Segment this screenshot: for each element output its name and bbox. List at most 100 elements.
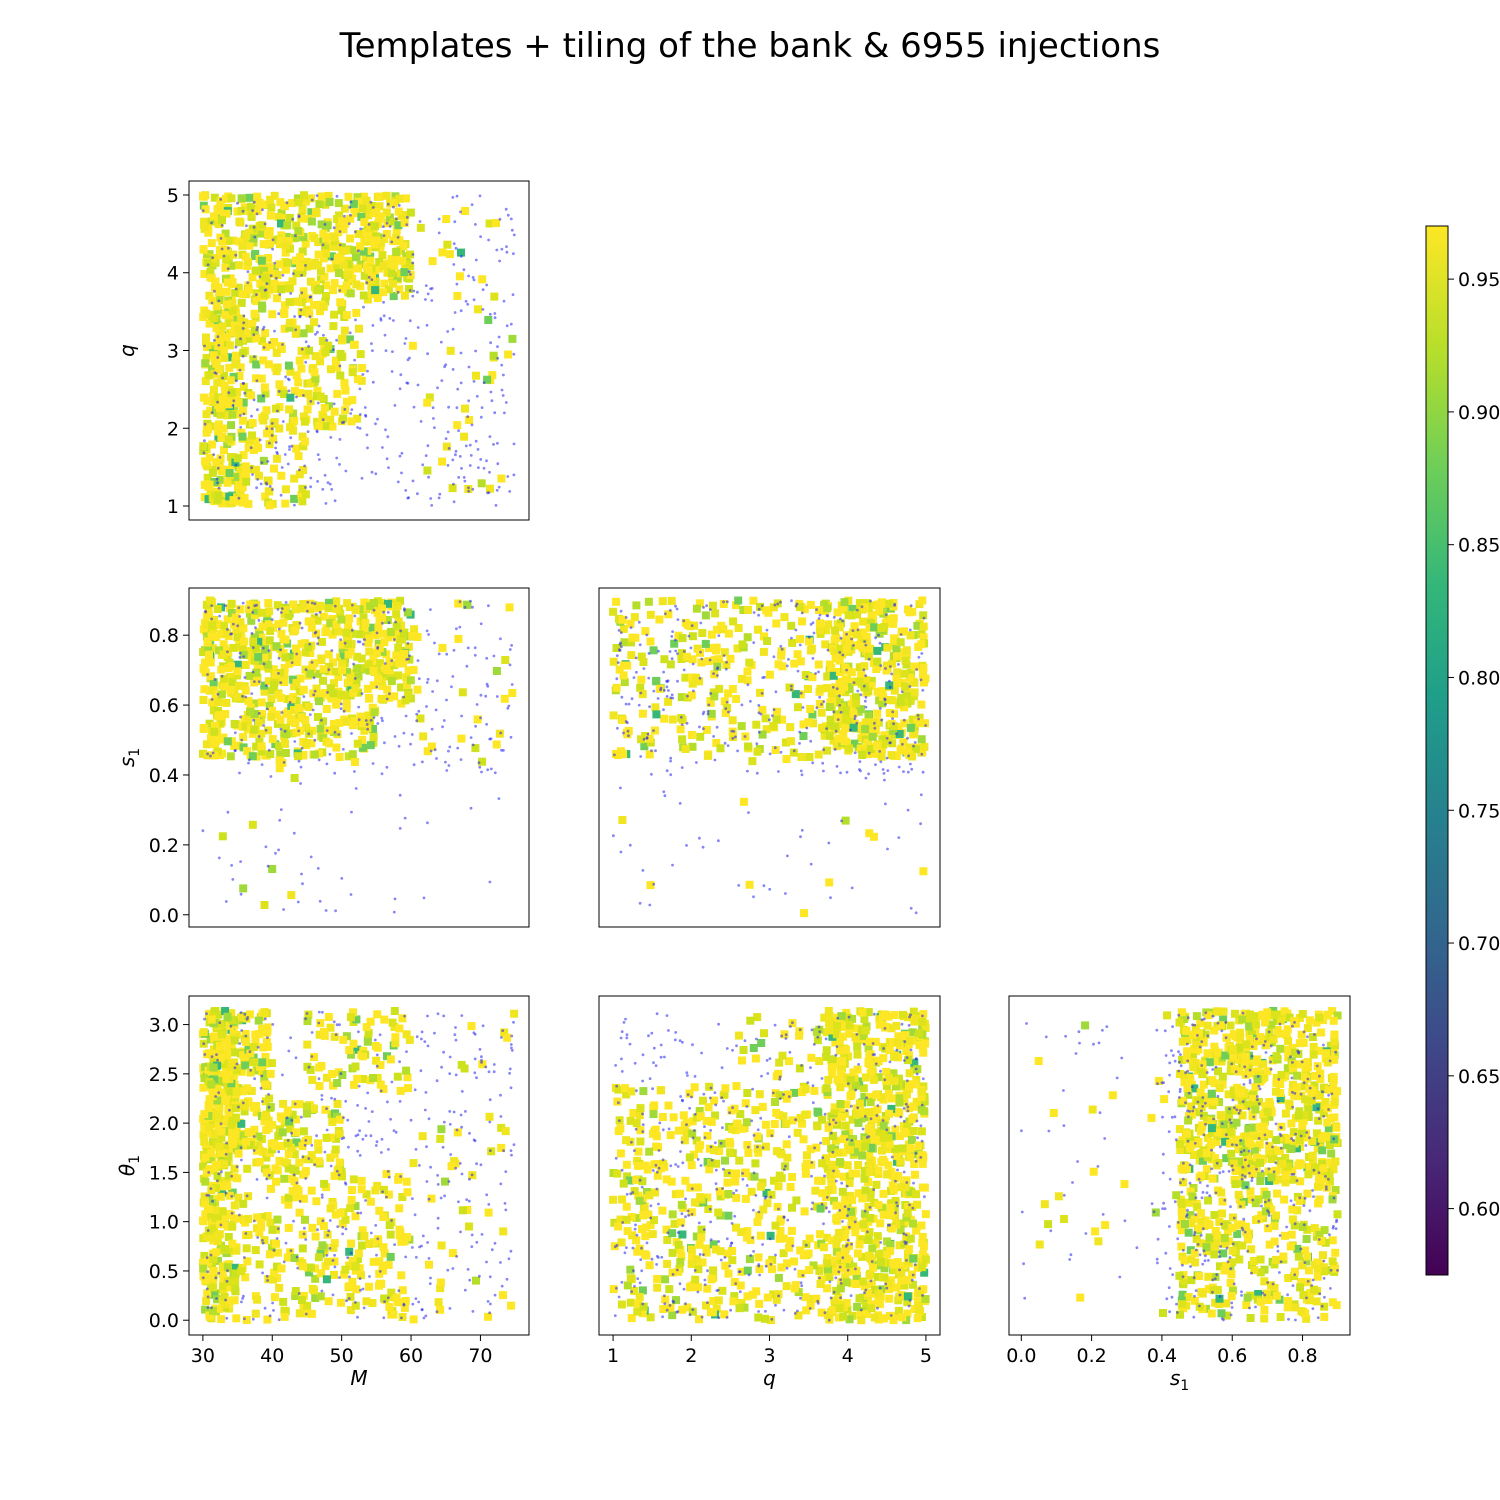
- injection-point: [496, 441, 499, 445]
- injection-point: [317, 1010, 321, 1014]
- template-tile: [235, 372, 244, 380]
- template-tile: [378, 1261, 387, 1270]
- template-tile: [219, 650, 228, 659]
- injection-point: [512, 442, 516, 446]
- injection-point: [424, 1091, 428, 1094]
- injection-point: [205, 1256, 209, 1259]
- injection-point: [328, 752, 332, 756]
- injection-point: [676, 652, 679, 655]
- template-tile: [214, 365, 223, 374]
- template-tile: [437, 1241, 446, 1250]
- template-tile: [214, 393, 223, 402]
- template-tile: [249, 1043, 258, 1052]
- injection-point: [635, 670, 638, 674]
- injection-point: [251, 646, 255, 649]
- template-tile: [782, 755, 791, 763]
- template-tile: [627, 651, 636, 660]
- template-tile: [279, 1099, 288, 1108]
- template-tile: [248, 224, 257, 233]
- template-tile: [209, 1290, 218, 1299]
- template-tile: [223, 629, 231, 638]
- plot-area-M_s1: [199, 596, 517, 914]
- injection-point: [400, 451, 404, 455]
- injection-point: [293, 503, 296, 507]
- template-tile: [330, 1257, 339, 1266]
- template-tile: [259, 416, 268, 425]
- template-tile: [245, 437, 254, 446]
- injection-point: [445, 652, 449, 656]
- injection-point: [417, 1300, 421, 1304]
- template-tile: [385, 1221, 394, 1230]
- template-tile: [769, 722, 778, 731]
- template-tile: [285, 323, 294, 332]
- injection-point: [435, 1079, 439, 1083]
- template-tile: [389, 292, 398, 301]
- template-tile: [258, 710, 266, 719]
- template-tile: [472, 371, 480, 380]
- injection-point: [353, 358, 356, 362]
- template-tile: [391, 192, 400, 201]
- injection-point: [263, 1306, 267, 1310]
- template-tile: [227, 261, 236, 270]
- template-tile: [373, 1010, 382, 1019]
- template-tile: [332, 667, 340, 676]
- injection-point: [408, 289, 412, 292]
- template-tile: [298, 497, 307, 506]
- template-tile: [199, 696, 208, 704]
- template-tile: [209, 1255, 218, 1263]
- template-tile: [752, 720, 761, 729]
- template-tile: [379, 288, 388, 297]
- template-tile: [234, 1149, 243, 1158]
- injection-point: [469, 599, 472, 603]
- injection-point: [362, 1306, 366, 1310]
- template-tile: [341, 654, 349, 663]
- template-tile: [276, 198, 285, 207]
- injection-point: [354, 318, 357, 322]
- injection-point: [240, 1158, 243, 1162]
- injection-point: [252, 200, 256, 204]
- injection-point: [422, 896, 426, 900]
- template-tile: [753, 747, 762, 756]
- template-tile: [203, 259, 212, 267]
- template-tile: [244, 257, 252, 266]
- template-tile: [324, 1013, 333, 1021]
- injection-point: [488, 1311, 491, 1315]
- injection-point: [205, 1012, 208, 1016]
- injection-point: [841, 653, 845, 657]
- injection-point: [265, 427, 269, 430]
- injection-point: [385, 765, 389, 769]
- template-tile: [235, 681, 243, 690]
- template-tile: [251, 633, 259, 642]
- injection-point: [295, 1255, 299, 1259]
- injection-point: [743, 735, 747, 738]
- injection-point: [304, 1238, 308, 1241]
- injection-point: [234, 379, 238, 383]
- template-tile: [252, 1108, 261, 1117]
- injection-point: [238, 771, 241, 775]
- template-tile: [208, 398, 217, 406]
- injection-point: [268, 341, 272, 344]
- injection-point: [241, 1101, 245, 1105]
- template-tile: [349, 1039, 358, 1048]
- injection-point: [313, 689, 317, 693]
- injection-point: [897, 765, 901, 769]
- injection-point: [386, 611, 390, 614]
- template-tile: [402, 194, 410, 203]
- injection-point: [421, 1234, 425, 1238]
- template-tile: [314, 1139, 322, 1148]
- template-tile: [853, 641, 862, 650]
- template-tile: [329, 1243, 338, 1252]
- template-tile: [281, 485, 290, 494]
- template-tile: [620, 678, 629, 687]
- template-tile: [277, 1264, 286, 1273]
- injection-point: [273, 329, 276, 333]
- template-tile: [906, 1144, 915, 1153]
- template-tile: [906, 631, 915, 640]
- template-tile: [291, 329, 300, 338]
- injection-point: [429, 608, 432, 611]
- template-tile: [337, 1298, 345, 1307]
- template-tile: [222, 194, 230, 203]
- template-tile: [237, 206, 246, 215]
- injection-point: [777, 770, 780, 773]
- template-tile: [229, 1071, 238, 1080]
